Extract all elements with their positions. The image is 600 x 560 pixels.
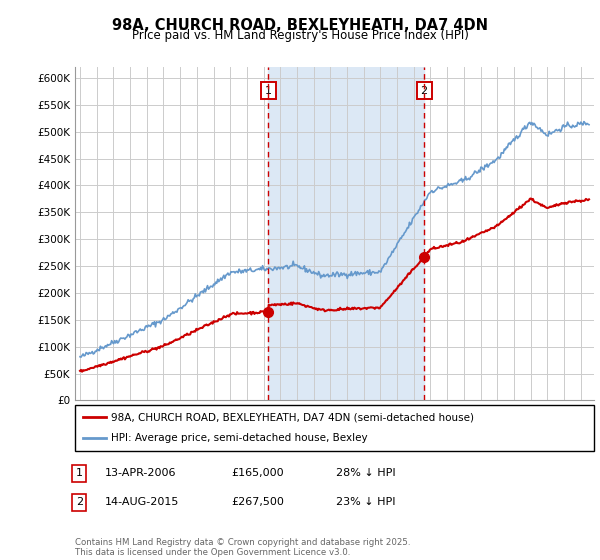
Text: 2: 2 xyxy=(76,497,83,507)
Text: 2: 2 xyxy=(421,86,428,96)
Bar xyxy=(268,67,424,400)
Text: 1: 1 xyxy=(76,468,83,478)
Text: 14-AUG-2015: 14-AUG-2015 xyxy=(105,497,179,507)
Text: 13-APR-2006: 13-APR-2006 xyxy=(105,468,176,478)
Text: 28% ↓ HPI: 28% ↓ HPI xyxy=(336,468,395,478)
Text: £165,000: £165,000 xyxy=(231,468,284,478)
Text: Price paid vs. HM Land Registry's House Price Index (HPI): Price paid vs. HM Land Registry's House … xyxy=(131,29,469,42)
Text: 98A, CHURCH ROAD, BEXLEYHEATH, DA7 4DN (semi-detached house): 98A, CHURCH ROAD, BEXLEYHEATH, DA7 4DN (… xyxy=(112,412,475,422)
Text: £267,500: £267,500 xyxy=(231,497,284,507)
Text: 23% ↓ HPI: 23% ↓ HPI xyxy=(336,497,395,507)
Text: Contains HM Land Registry data © Crown copyright and database right 2025.
This d: Contains HM Land Registry data © Crown c… xyxy=(75,538,410,557)
Text: 1: 1 xyxy=(265,86,272,96)
FancyBboxPatch shape xyxy=(75,405,594,451)
Text: HPI: Average price, semi-detached house, Bexley: HPI: Average price, semi-detached house,… xyxy=(112,433,368,444)
Text: 98A, CHURCH ROAD, BEXLEYHEATH, DA7 4DN: 98A, CHURCH ROAD, BEXLEYHEATH, DA7 4DN xyxy=(112,18,488,33)
